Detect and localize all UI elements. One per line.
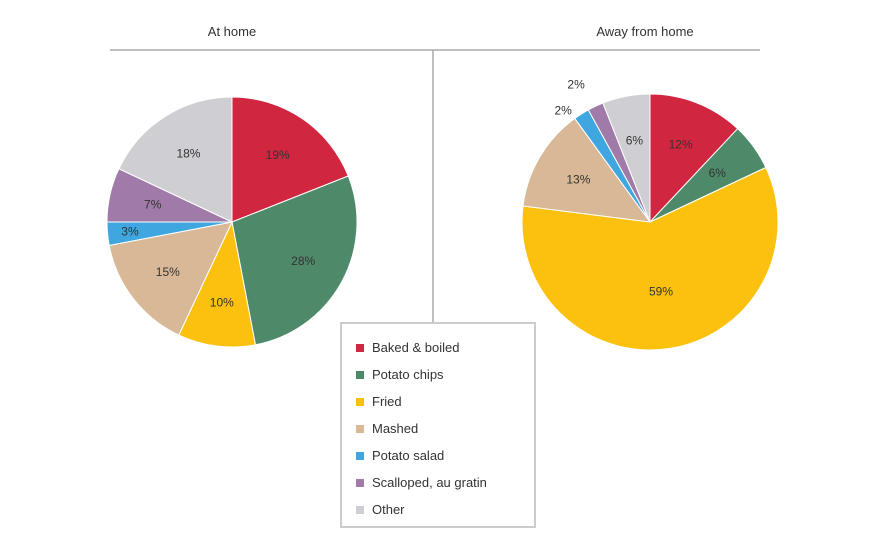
legend-item: Potato chips (356, 361, 534, 388)
legend-label: Fried (372, 394, 402, 409)
data-label: 12% (669, 138, 693, 152)
legend-item: Baked & boiled (356, 334, 534, 361)
data-label: 2% (554, 104, 572, 118)
pie-slice (178, 220, 257, 348)
legend-swatch (356, 451, 364, 460)
data-label: 2% (567, 78, 585, 92)
pie-slice (649, 93, 739, 224)
data-label: 10% (210, 296, 234, 310)
data-label: 18% (176, 146, 200, 160)
legend-label: Scalloped, au gratin (372, 475, 487, 490)
legend-label: Potato chips (372, 367, 444, 382)
legend-swatch (356, 424, 364, 433)
data-label: 15% (156, 265, 180, 279)
legend-swatch (356, 397, 364, 406)
pie-title-at-home: At home (207, 24, 257, 39)
legend-item: Scalloped, au gratin (356, 469, 534, 496)
legend-swatch (356, 505, 364, 514)
legend-label: Mashed (372, 421, 419, 436)
legend-label: Baked & boiled (372, 340, 460, 355)
legend-label: Other (372, 502, 405, 517)
legend-item: Other (356, 496, 534, 523)
pie-slice (521, 166, 779, 351)
legend-item: Mashed (356, 415, 534, 442)
legend-swatch (356, 478, 364, 487)
pie-slice (522, 117, 652, 223)
legend-swatch (356, 343, 364, 352)
data-label: 6% (626, 133, 644, 147)
data-label: 13% (566, 173, 590, 187)
data-label: 19% (266, 148, 290, 162)
data-label: 7% (144, 197, 162, 211)
data-label: 28% (291, 254, 315, 268)
data-label: 6% (709, 166, 727, 180)
data-label: 3% (121, 225, 139, 239)
pie-title-away-from-home: Away from home (596, 24, 694, 39)
pie-slice (231, 96, 349, 223)
legend-swatch (356, 370, 364, 379)
legend-item: Potato salad (356, 442, 534, 469)
legend-item: Fried (356, 388, 534, 415)
pie-slice (108, 221, 233, 336)
data-label: 59% (649, 285, 673, 299)
legend: Baked & boiled Potato chips Fried Mashed Pot… (340, 322, 536, 528)
pie-slice (602, 93, 651, 223)
pie-slice (118, 96, 233, 223)
pie-slice (231, 175, 358, 346)
legend-label: Potato salad (372, 448, 445, 463)
